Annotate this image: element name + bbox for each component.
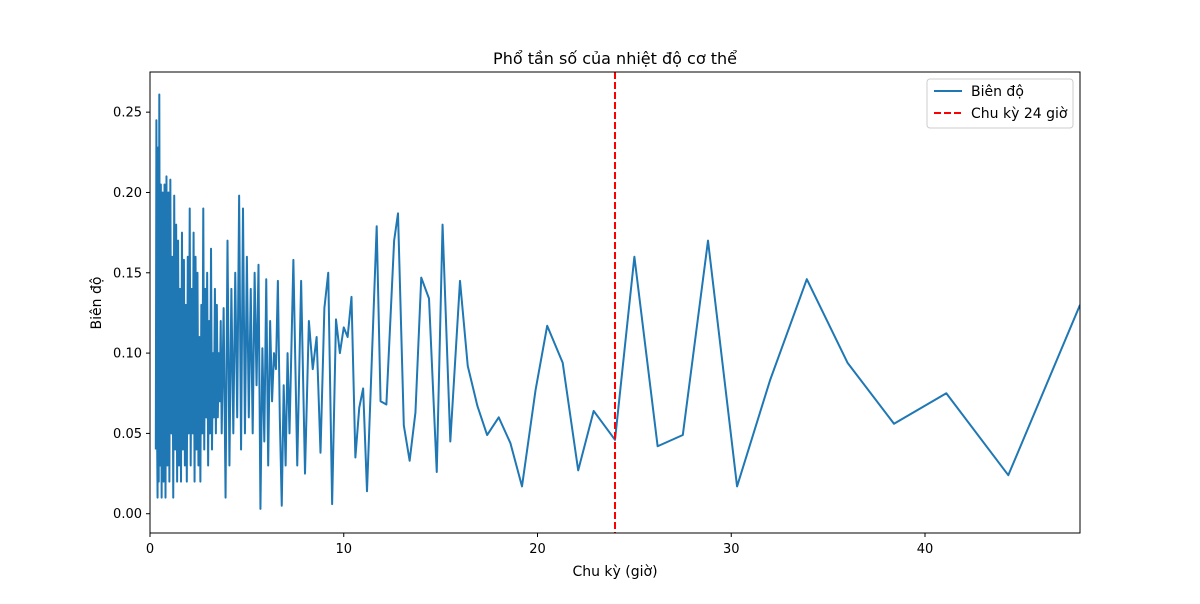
- chart-title: Phổ tần số của nhiệt độ cơ thể: [493, 49, 737, 68]
- y-tick-label: 0.00: [113, 507, 142, 522]
- y-tick-label: 0.20: [113, 186, 142, 201]
- plot-frame: [149, 71, 1081, 534]
- y-axis-label: Biên độ: [89, 277, 105, 330]
- series-line-bien-do: [154, 93, 1080, 510]
- x-tick-label: 30: [723, 542, 740, 557]
- x-tick-label: 10: [335, 542, 352, 557]
- x-tick-label: 40: [917, 542, 934, 557]
- y-tick-label: 0.15: [113, 266, 142, 281]
- x-tick-label: 20: [529, 542, 546, 557]
- y-tick-label: 0.10: [113, 347, 142, 362]
- y-tick-label: 0.05: [113, 427, 142, 442]
- legend: Biên độ Chu kỳ 24 giờ: [926, 78, 1074, 129]
- legend-label-bien-do: Biên độ: [971, 84, 1024, 100]
- x-axis-label: Chu kỳ (giờ): [572, 564, 657, 580]
- y-tick-label: 0.25: [113, 106, 142, 121]
- y-axis-ticks: 0.00 0.05 0.10 0.15 0.20 0.25: [113, 106, 150, 522]
- legend-box: [926, 78, 1074, 129]
- x-axis-ticks: 0 10 20 30 40: [146, 533, 933, 557]
- legend-label-24h: Chu kỳ 24 giờ: [971, 106, 1068, 122]
- x-tick-label: 0: [146, 542, 154, 557]
